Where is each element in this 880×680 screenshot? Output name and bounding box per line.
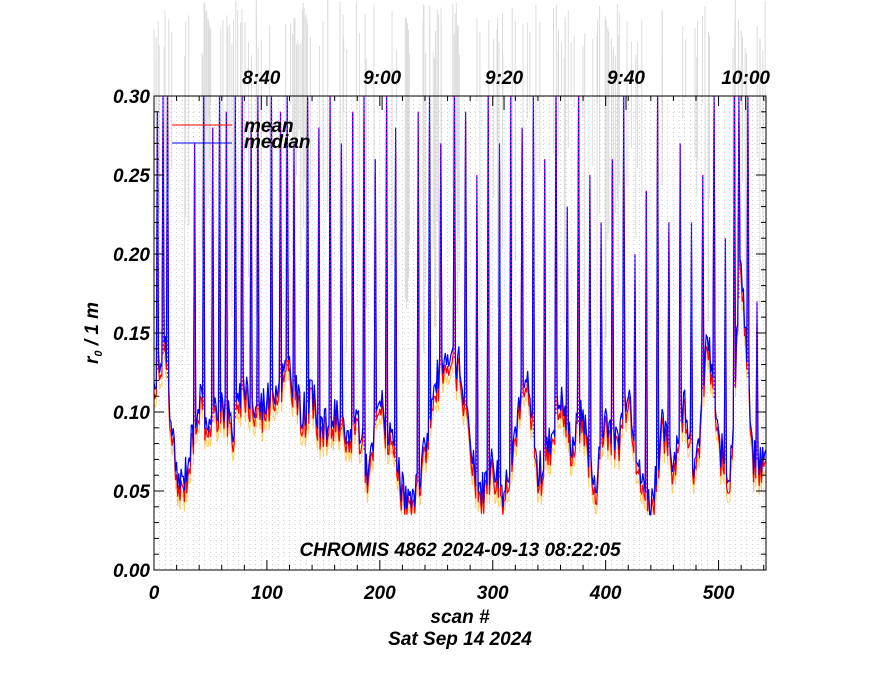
y-tick-label: 0.30: [113, 87, 150, 108]
time-tick-label: 9:20: [485, 68, 523, 89]
time-tick-label: 9:00: [363, 68, 401, 89]
grid-dots: [153, 96, 766, 570]
svg-text:r0 / 1 m: r0 / 1 m: [82, 302, 105, 364]
y-axis-label: r0 / 1 m: [82, 302, 105, 364]
time-tick-labels: 8:40 9:00 9:20 9:40 10:00: [242, 68, 770, 89]
series-layer: [153, 95, 767, 517]
y-tick-label: 0.20: [113, 245, 150, 266]
time-tick-label: 10:00: [721, 68, 770, 89]
chart-annotation: CHROMIS 4862 2024-09-13 08:22:05: [299, 540, 621, 561]
x-tick-label: 300: [477, 583, 509, 604]
y-tick-labels: 0.00 0.05 0.10 0.15 0.20 0.25 0.30: [113, 87, 150, 582]
y-label-r: r: [82, 355, 103, 364]
y-label-subscript: 0: [93, 350, 105, 357]
y-tick-label: 0.10: [113, 403, 150, 424]
x-tick-label: 400: [589, 583, 622, 604]
x-axis-label: scan #: [430, 607, 490, 628]
axis-ticks: [153, 95, 766, 571]
time-tick-label: 9:40: [607, 68, 645, 89]
y-label-unit: / 1 m: [82, 302, 103, 351]
y-tick-label: 0.25: [113, 166, 150, 187]
date-label: Sat Sep 14 2024: [388, 629, 532, 650]
series-median-line: [153, 95, 767, 516]
y-tick-label: 0.05: [113, 482, 150, 503]
y-tick-label: 0.00: [113, 561, 150, 582]
time-tick-label: 8:40: [242, 68, 280, 89]
legend-mean-label: mean: [244, 116, 294, 137]
x-tick-label: 0: [149, 583, 160, 604]
y-tick-label: 0.15: [113, 324, 150, 345]
legend-median-label: median: [244, 132, 311, 153]
x-tick-label: 200: [363, 583, 396, 604]
x-tick-label: 500: [703, 583, 735, 604]
series-mean-line: [153, 96, 767, 516]
x-tick-label: 100: [251, 583, 283, 604]
x-tick-labels: 0 100 200 300 400 500: [149, 583, 735, 604]
